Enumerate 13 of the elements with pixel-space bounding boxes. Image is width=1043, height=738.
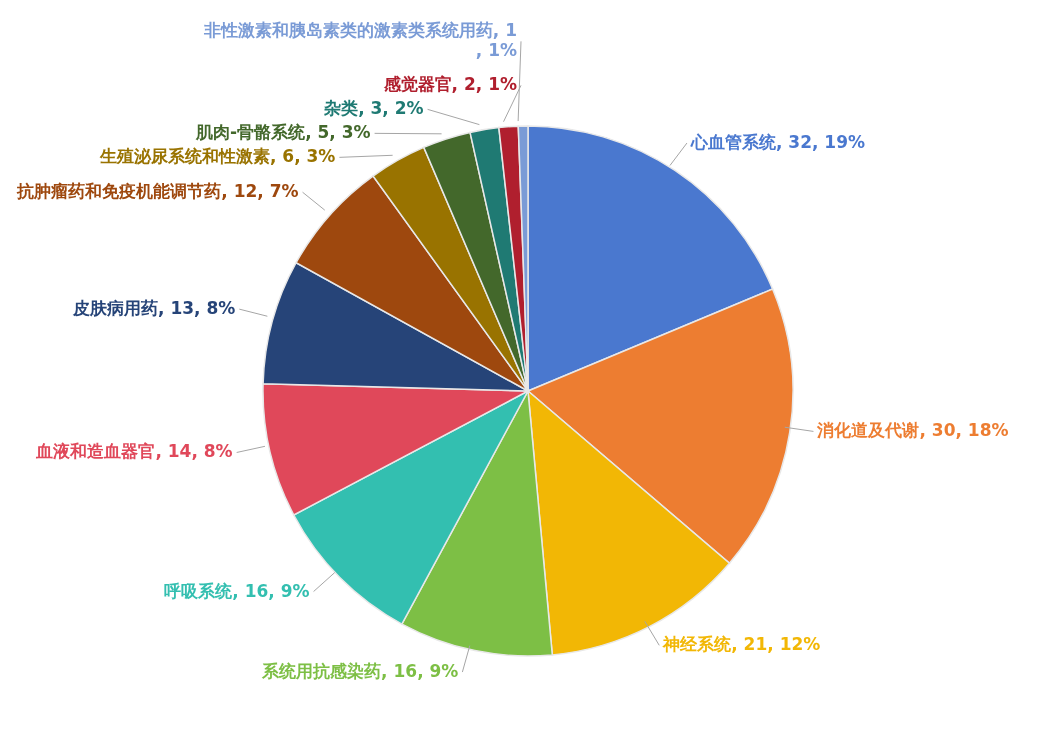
slice-label: 肌肉-骨骼系统, 5, 3% [195,122,371,143]
slice-label: 系统用抗感染药, 16, 9% [261,661,459,682]
slice-label: 抗肿瘤药和免疫机能调节药, 12, 7% [16,181,299,202]
slice-label: 消化道及代谢, 30, 18% [816,420,1009,441]
slice-label: 皮肤病用药, 13, 8% [72,298,236,319]
slice-label: 生殖泌尿系统和性激素, 6, 3% [98,146,336,167]
slice-label: 心血管系统, 32, 19% [689,132,866,153]
slice-label: 感觉器官, 2, 1% [382,74,517,95]
slice-label: 呼吸系统, 16, 9% [164,580,310,601]
slice-label: 非性激素和胰岛素类的激素类系统用药, 1, 1% [202,20,517,61]
slice-label: 神经系统, 21, 12% [662,634,821,655]
slice-label: 血液和造血器官, 14, 8% [35,441,233,462]
slice-label: 杂类, 3, 2% [323,98,424,119]
